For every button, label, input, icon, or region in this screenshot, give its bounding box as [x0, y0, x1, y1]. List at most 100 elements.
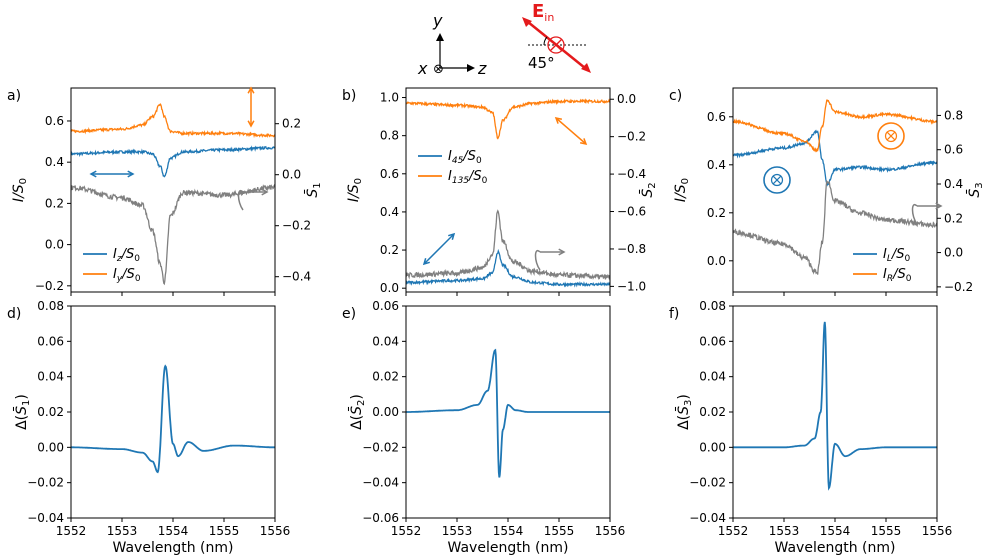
y2tick-label: 0.0 — [282, 168, 301, 182]
y-axis-title-left: I/S0 — [346, 178, 364, 202]
ytick-label: 0.00 — [37, 440, 64, 454]
axes-frame — [70, 87, 276, 293]
ytick-label: 0.02 — [372, 370, 399, 384]
y2tick-label: −0.6 — [617, 205, 646, 219]
right-circular-polarization-icon — [877, 122, 905, 150]
y2tick-label: 0.4 — [944, 177, 963, 191]
ytick-label: 0.0 — [380, 281, 399, 295]
propagation-circle — [547, 36, 565, 54]
polarization-inset: Ein 45° — [522, 1, 591, 73]
ytick-label: 0.4 — [707, 158, 726, 172]
panel-label-c: c) — [669, 88, 682, 104]
ytick-label: 0.8 — [380, 129, 399, 143]
ytick-label: 0.08 — [37, 299, 64, 313]
ytick-label: 0.2 — [707, 206, 726, 220]
y2tick-label: −0.2 — [944, 280, 973, 294]
axes-frame — [70, 305, 276, 519]
y2tick-label: −0.2 — [617, 130, 646, 144]
series-line-orange — [406, 98, 610, 140]
x-axis-title: Wavelength (nm) — [775, 540, 896, 556]
ytick-label: −0.02 — [27, 476, 64, 490]
x-axis-label: x — [417, 59, 428, 78]
series-line-gray — [733, 179, 937, 275]
ytick-label: 1.0 — [380, 91, 399, 105]
series-line-blue — [733, 129, 937, 187]
field-label: Ein — [532, 1, 554, 24]
panel-label-f: f) — [669, 306, 679, 322]
coordinate-axes-inset: y x ⊗ z — [417, 11, 487, 78]
plot-area-e — [406, 348, 610, 478]
legend-entry: I135/S0 — [448, 169, 488, 186]
axes-frame — [732, 87, 938, 293]
y2tick-label: 0.0 — [944, 246, 963, 260]
x-axis-title: Wavelength (nm) — [448, 540, 569, 556]
legend-entry: Iy/S0 — [113, 267, 141, 284]
right-axis-pointer — [237, 189, 244, 211]
y2tick-label: 0.2 — [282, 117, 301, 131]
ytick-label: 0.2 — [380, 243, 399, 257]
panel-b: b) 0.0 0.2 0.4 0.6 0.8 1.0 −1.0 −0.8 −0.6 −0.4 −0.2… — [342, 87, 658, 296]
series-line-blue — [733, 321, 937, 491]
panel-label-b: b) — [342, 88, 356, 104]
left-circular-polarization-icon — [763, 166, 791, 194]
legend-entry: I45/S0 — [448, 149, 482, 166]
y2tick-label: 0.0 — [617, 92, 636, 106]
series-line-orange — [733, 99, 937, 153]
xtick-label: 1553 — [107, 524, 138, 538]
diagonal-135-arrow-icon — [555, 117, 587, 145]
y2tick-label: −0.8 — [617, 242, 646, 256]
plot-area-c — [733, 99, 937, 275]
axes-frame — [405, 87, 611, 293]
x-axis-title: Wavelength (nm) — [113, 540, 234, 556]
series-line-gray — [406, 209, 610, 281]
ytick-label: −0.04 — [27, 511, 64, 525]
ytick-label: 0.00 — [699, 440, 726, 454]
y-axis-title: Δ(S̄2) — [347, 394, 367, 430]
angle-label: 45° — [528, 54, 555, 72]
y2tick-label: 0.2 — [944, 211, 963, 225]
ytick-label: −0.04 — [689, 511, 726, 525]
series-line-gray — [71, 183, 275, 286]
series-line-blue — [406, 348, 610, 478]
legend-entry: Iz/S0 — [113, 247, 140, 264]
panel-d: d) −0.04 −0.02 0.00 0.02 0.04 0.06 0.08 1552 1553… — [7, 299, 290, 556]
ytick-label: 0.6 — [380, 167, 399, 181]
series-line-orange — [71, 103, 275, 139]
y-axis-title: Δ(S̄1) — [12, 394, 32, 430]
ytick-label: 0.08 — [699, 299, 726, 313]
ytick-label: 0.04 — [37, 370, 64, 384]
ytick-label: 0.02 — [37, 405, 64, 419]
axes-frame — [405, 305, 611, 519]
y-axis-label: y — [432, 11, 443, 30]
legend-entry: IL/S0 — [883, 247, 911, 264]
ytick-label: 0.2 — [45, 196, 64, 210]
series-line-blue — [406, 248, 610, 288]
xtick-label: 1556 — [260, 524, 291, 538]
ytick-label: 0.0 — [45, 238, 64, 252]
ytick-label: 0.06 — [699, 334, 726, 348]
ytick-label: 0.6 — [45, 114, 64, 128]
y-axis-title-right: S̄2 — [638, 182, 658, 197]
y-axis-title-right: S̄3 — [965, 182, 985, 197]
xtick-label: 1552 — [391, 524, 422, 538]
right-axis-pointer — [534, 249, 541, 271]
y2tick-label: −0.2 — [282, 219, 311, 233]
y-axis-title: Δ(S̄3) — [674, 394, 694, 430]
ytick-label: −0.2 — [35, 279, 64, 293]
ytick-label: 0.06 — [37, 334, 64, 348]
ytick-label: 0.6 — [707, 110, 726, 124]
series-line-blue — [71, 145, 275, 178]
panel-label-e: e) — [342, 306, 356, 322]
xtick-label: 1555 — [871, 524, 902, 538]
y2tick-label: −1.0 — [617, 279, 646, 293]
panel-label-a: a) — [7, 88, 21, 104]
xtick-label: 1554 — [158, 524, 189, 538]
plot-area-b — [406, 98, 610, 288]
panel-c: c) 0.0 0.2 0.4 0.6 −0.2 0.0 0.2 0.4 0.6 0.8 I/S0 S̄3… — [669, 87, 985, 296]
x-axis-symbol: ⊗ — [433, 62, 444, 77]
y-axis-title-right: S̄1 — [303, 182, 323, 197]
ytick-label: −0.04 — [362, 476, 399, 490]
panel-a: a) −0.2 0.0 0.2 0.4 0.6 −0.4 −0.2 0.0 0.2 I/S0 S̄1 I… — [7, 86, 323, 296]
xtick-label: 1552 — [718, 524, 749, 538]
